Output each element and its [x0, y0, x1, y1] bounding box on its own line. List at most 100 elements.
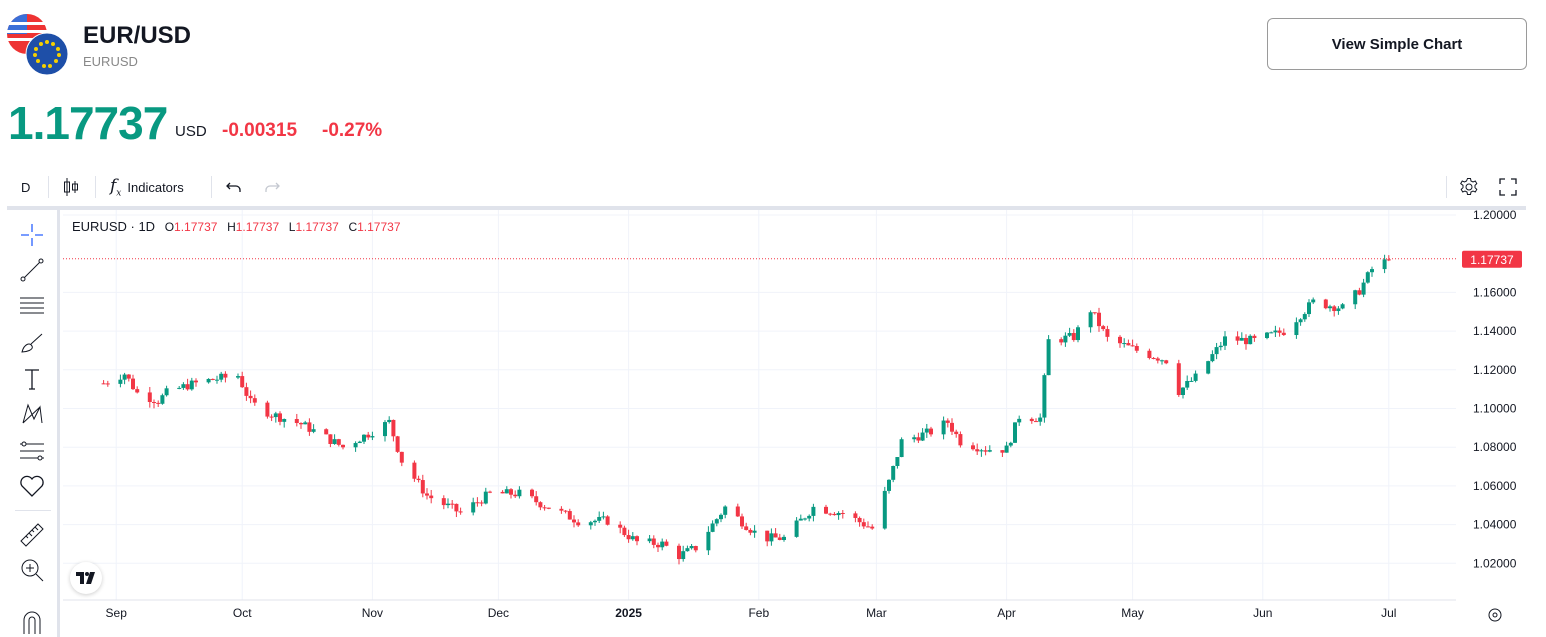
candle-body — [1164, 360, 1169, 364]
candle-body — [765, 530, 770, 542]
price-chart[interactable]: 1.20000 1.16000 1.14000 1.12000 1.10000 1.080… — [63, 210, 1546, 637]
candle-body — [723, 506, 728, 515]
legend-symbol: EURUSD · 1D — [72, 219, 156, 234]
candle-body — [1034, 421, 1038, 423]
candle-body — [1386, 259, 1391, 261]
candle-body — [954, 431, 959, 435]
symbol-code: EURUSD — [83, 54, 138, 69]
tv-logo-icon — [76, 572, 95, 584]
horizontal-lines-icon[interactable] — [19, 293, 45, 319]
candle-body — [740, 516, 744, 527]
candle-body — [1210, 354, 1215, 362]
pattern-icon[interactable] — [19, 401, 45, 427]
candle-body — [509, 489, 513, 495]
candle-body — [832, 513, 837, 516]
brush-icon[interactable] — [19, 330, 45, 356]
candle-body — [941, 420, 946, 435]
candle-body — [1059, 339, 1064, 343]
candle-body — [714, 519, 719, 524]
candle-body — [1088, 312, 1093, 328]
candle-body — [836, 513, 841, 516]
candle-body — [1281, 332, 1286, 336]
candle-body — [870, 526, 875, 529]
candle-body — [1193, 373, 1198, 381]
candle-body — [920, 432, 925, 441]
high-label: H — [227, 220, 236, 234]
candle-body — [450, 503, 455, 505]
prediction-icon[interactable] — [19, 438, 45, 464]
candle-body — [559, 508, 564, 511]
trend-line-icon[interactable] — [19, 257, 45, 283]
y-tick-label: 1.10000 — [1473, 402, 1517, 416]
redo-button[interactable] — [264, 172, 280, 202]
candle-body — [647, 538, 652, 542]
candle-body — [542, 507, 547, 509]
text-icon[interactable] — [19, 366, 45, 392]
crosshair-icon[interactable] — [19, 222, 45, 248]
candle-body — [1206, 361, 1211, 374]
candle-body — [1063, 335, 1068, 343]
candle-body — [1176, 363, 1181, 396]
candle-body — [1298, 319, 1303, 323]
candle-body — [1046, 339, 1051, 376]
heart-icon[interactable] — [19, 473, 45, 499]
x-tick-label: Jun — [1253, 606, 1272, 620]
candle-body — [752, 530, 757, 533]
chart-type-button[interactable] — [62, 172, 80, 202]
candle-body — [1277, 330, 1282, 333]
candle-body — [1147, 350, 1152, 358]
candle-body — [362, 434, 366, 442]
candle-body — [572, 519, 576, 523]
zoom-in-icon[interactable] — [19, 557, 45, 583]
candle-body — [1265, 332, 1269, 339]
candle-body — [945, 420, 950, 423]
candle-body — [794, 520, 799, 537]
candle-body — [177, 387, 182, 389]
candle-body — [206, 378, 211, 383]
interval-button[interactable]: D — [21, 172, 30, 202]
candle-body — [332, 439, 337, 444]
chart-toolbar: D fx Indicators — [0, 172, 1546, 202]
candle-body — [1097, 312, 1101, 327]
candles-icon — [64, 178, 78, 196]
magnet-icon[interactable] — [19, 608, 45, 634]
candle-body — [538, 502, 543, 508]
candle-body — [882, 490, 887, 529]
gear-hub — [1492, 612, 1498, 618]
candle-body — [488, 491, 492, 493]
candle-body — [1155, 358, 1160, 361]
candle-body — [307, 422, 312, 432]
y-tick-label: 1.16000 — [1473, 285, 1517, 299]
candle-body — [803, 518, 807, 520]
candle-body — [483, 491, 488, 504]
candle-body — [1004, 445, 1009, 453]
candle-body — [1218, 345, 1223, 348]
candle-body — [101, 383, 106, 385]
candle-body — [1105, 329, 1110, 337]
candle-body — [983, 450, 988, 452]
candle-body — [735, 506, 740, 517]
candle-body — [1118, 336, 1122, 344]
fullscreen-button[interactable] — [1499, 172, 1517, 202]
candle-body — [605, 516, 610, 525]
indicators-button[interactable]: fx Indicators — [110, 172, 184, 202]
view-simple-chart-button[interactable]: View Simple Chart — [1267, 18, 1527, 70]
candle-body — [769, 533, 774, 542]
tradingview-logo[interactable] — [70, 562, 102, 594]
candle-body — [324, 429, 329, 435]
x-tick-label: Jul — [1381, 606, 1396, 620]
ruler-icon[interactable] — [19, 522, 45, 548]
candle-body — [236, 376, 240, 378]
candle-body — [513, 494, 518, 497]
candle-body — [446, 503, 450, 506]
x-tick-label: Apr — [997, 606, 1016, 620]
candle-body — [1038, 417, 1043, 422]
settings-button[interactable] — [1459, 172, 1479, 202]
candle-body — [1294, 322, 1299, 336]
candle-body — [294, 419, 299, 424]
candle-body — [635, 536, 639, 542]
y-tick-label: 1.04000 — [1473, 518, 1517, 532]
undo-button[interactable] — [226, 172, 242, 202]
candle-body — [429, 495, 434, 499]
candle-body — [618, 524, 623, 528]
